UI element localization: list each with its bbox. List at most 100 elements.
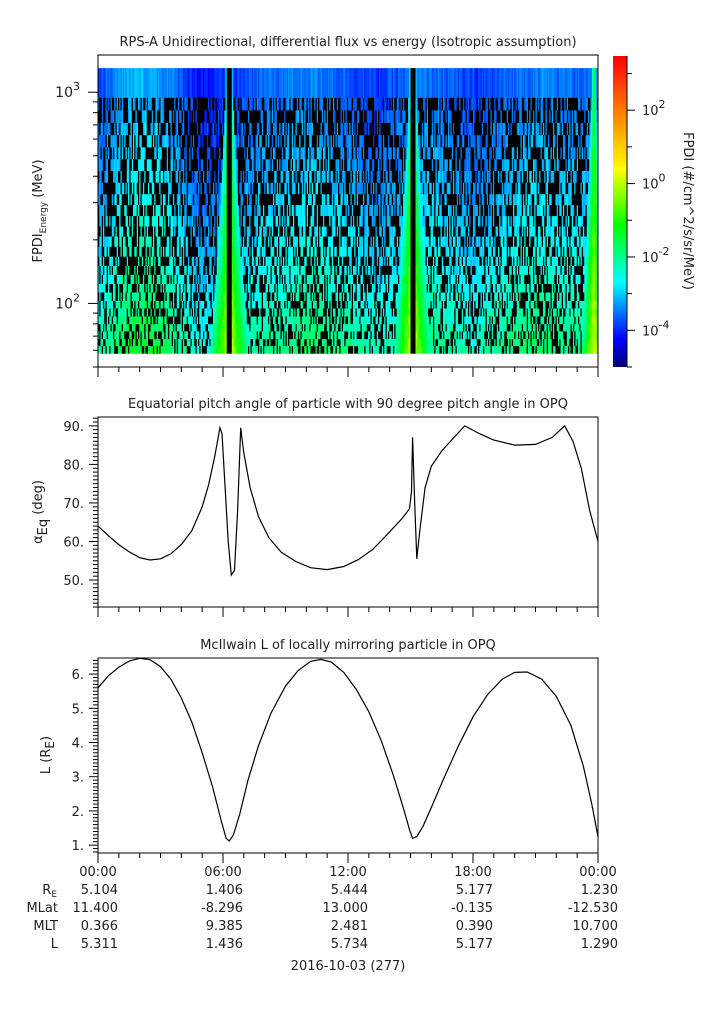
- spectrogram-cell: [450, 345, 453, 354]
- spectrogram-cell: [130, 265, 133, 275]
- spectrogram-cell: [524, 323, 526, 332]
- spectrogram-cell: [238, 316, 240, 325]
- spectrogram-cell: [581, 274, 584, 284]
- spectrogram-cell: [455, 316, 458, 325]
- spectrogram-cell: [198, 308, 200, 317]
- spectrogram-cell: [358, 331, 360, 340]
- spectrogram-cell: [308, 274, 310, 284]
- spectrogram-cell: [515, 283, 518, 293]
- spectrogram-cell: [176, 283, 179, 293]
- spectrogram-cell: [375, 256, 378, 266]
- spectrogram-cell: [396, 345, 399, 354]
- spectrogram-cell: [556, 338, 559, 347]
- spectrogram-cell: [395, 308, 398, 317]
- spectrogram-cell: [290, 316, 293, 325]
- spectrogram-cell: [113, 308, 115, 317]
- spectrogram-cell: [251, 338, 254, 347]
- spectrogram-cell: [501, 292, 504, 301]
- spectrogram-cell: [155, 345, 158, 354]
- spectrogram-cell: [250, 338, 253, 347]
- spectrogram-cell: [535, 345, 538, 354]
- spectrogram-cell: [526, 345, 529, 354]
- spectrogram-cell: [355, 300, 358, 309]
- spectrogram-cell: [328, 300, 330, 309]
- spectrogram-cell: [449, 300, 451, 309]
- spectrogram-cell: [405, 292, 408, 301]
- spectrogram-cell: [136, 316, 139, 325]
- spectrogram-cell: [161, 246, 164, 257]
- spectrogram-cell: [375, 274, 378, 284]
- spectrogram-cell: [451, 345, 454, 354]
- spectrogram-cell: [348, 274, 350, 284]
- spectrogram-cell: [184, 256, 186, 266]
- spectrogram-cell: [230, 331, 233, 340]
- spectrogram-cell: [145, 274, 148, 284]
- spectrogram-cell: [559, 323, 561, 332]
- spectrogram-cell: [331, 308, 334, 317]
- spectrogram-cell: [210, 256, 213, 266]
- spectrogram-cell: [273, 246, 275, 257]
- spectrogram-cell: [124, 292, 126, 301]
- spectrogram-cell: [593, 274, 595, 284]
- spectrogram-cell: [210, 338, 213, 347]
- spectrogram-cell: [500, 256, 503, 266]
- spectrogram-cell: [538, 292, 540, 301]
- spectrogram-cell: [461, 300, 464, 309]
- spectrogram-cell: [516, 345, 519, 354]
- spectrogram-cell: [535, 316, 538, 325]
- spectrogram-cell: [353, 300, 355, 309]
- spectrogram-cell: [406, 292, 409, 301]
- spectrogram-cell: [206, 292, 209, 301]
- spectrogram-cell: [519, 300, 521, 309]
- spectrogram-cell: [559, 265, 561, 275]
- spectrogram-cell: [405, 256, 408, 266]
- spectrogram-cell: [190, 292, 193, 301]
- spectrogram-cell: [159, 308, 161, 317]
- spectrogram-cell: [234, 246, 236, 257]
- spectrogram-cell: [234, 292, 236, 301]
- spectrogram-cell: [406, 338, 409, 347]
- spectrogram-cell: [199, 300, 201, 309]
- spectrogram-cell: [564, 338, 566, 347]
- spectrogram-cell: [396, 283, 399, 293]
- spectrogram-cell: [514, 283, 516, 293]
- spectrogram-cell: [336, 331, 339, 340]
- spectrogram-cell: [343, 323, 345, 332]
- spectrogram-cell: [381, 292, 384, 301]
- spectrogram-cell: [521, 283, 524, 293]
- spectrogram-cell: [551, 256, 554, 266]
- spectrogram-cell: [126, 308, 129, 317]
- spectrogram-cell: [168, 331, 170, 340]
- spectrogram-cell: [159, 292, 161, 301]
- spectrogram-cell: [238, 256, 240, 266]
- spectrogram-cell: [306, 256, 309, 266]
- spectrogram-cell: [581, 316, 584, 325]
- spectrogram-cell: [360, 292, 363, 301]
- spectrogram-cell: [460, 345, 463, 354]
- spectrogram-cell: [101, 274, 104, 284]
- spectrogram-cell: [576, 256, 579, 266]
- spectrogram-cell: [319, 331, 321, 340]
- spectrogram-cell: [529, 331, 531, 340]
- spectrogram-cell: [148, 338, 150, 347]
- spectrogram-cell: [359, 292, 361, 301]
- spectrogram-cell: [150, 274, 153, 284]
- spectrogram-cell: [428, 300, 430, 309]
- spectrogram-cell: [246, 308, 249, 317]
- spectrogram-cell: [468, 292, 470, 301]
- spectrogram-cell: [188, 308, 190, 317]
- spectrogram-cell: [401, 316, 404, 325]
- spectrogram-cell: [328, 308, 330, 317]
- spectrogram-cell: [493, 292, 495, 301]
- spectrogram-cell: [250, 316, 253, 325]
- spectrogram-cell: [284, 345, 286, 354]
- spectrogram-cell: [231, 345, 234, 354]
- spectrogram-cell: [161, 308, 164, 317]
- spectrogram-cell: [493, 265, 495, 275]
- spectrogram-cell: [533, 345, 535, 354]
- spectrogram-cell: [364, 300, 366, 309]
- spectrogram-cell: [521, 323, 524, 332]
- spectrogram-cell: [125, 283, 128, 293]
- spectrogram-cell: [218, 256, 220, 266]
- spectrogram-cell: [589, 274, 591, 284]
